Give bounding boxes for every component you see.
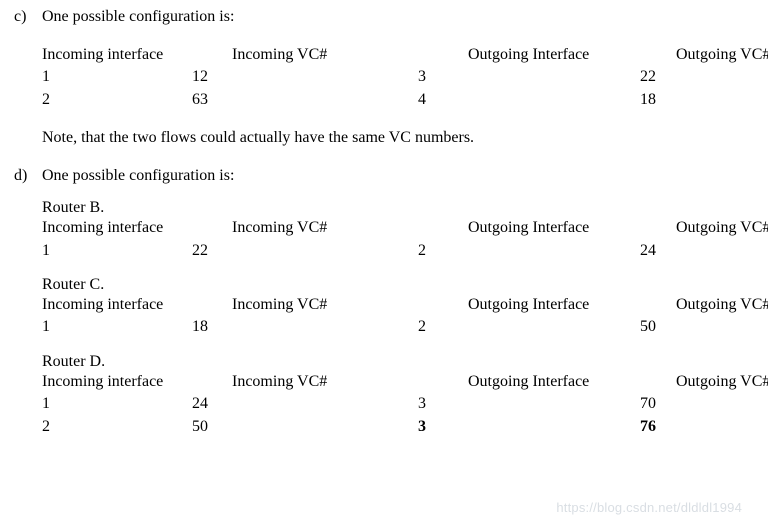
header-outgoing-interface: Outgoing Interface xyxy=(468,217,628,239)
table-row: 2 50 3 76 xyxy=(42,416,768,438)
cell-out-vc: 18 xyxy=(628,89,656,111)
part-c-note: Note, that the two flows could actually … xyxy=(42,129,768,147)
cell-in-vc: 24 xyxy=(192,393,232,415)
header-incoming-vc: Incoming VC# xyxy=(232,294,402,316)
cell-in-vc: 12 xyxy=(192,66,232,88)
part-d: d) One possible configuration is: Router… xyxy=(14,167,754,438)
router-c-title: Router C. xyxy=(42,276,768,294)
cell-out-vc: 24 xyxy=(628,240,656,262)
router-d-title: Router D. xyxy=(42,353,768,371)
cell-out-if: 3 xyxy=(402,416,426,438)
cell-in-if: 1 xyxy=(42,66,192,88)
table-row: 1 18 2 50 xyxy=(42,316,768,338)
watermark-text: https://blog.csdn.net/dldldl1994 xyxy=(556,500,742,515)
cell-in-vc: 18 xyxy=(192,316,232,338)
cell-out-if: 4 xyxy=(402,89,426,111)
cell-in-if: 2 xyxy=(42,89,192,111)
table-row: 2 63 4 18 xyxy=(42,89,768,111)
header-outgoing-vc: Outgoing VC# xyxy=(676,371,768,393)
cell-out-if: 3 xyxy=(402,66,426,88)
header-incoming-interface: Incoming interface xyxy=(42,294,192,316)
table-header: Incoming interface Incoming VC# Outgoing… xyxy=(42,44,768,66)
table-row: 1 12 3 22 xyxy=(42,66,768,88)
header-outgoing-vc: Outgoing VC# xyxy=(676,294,768,316)
cell-out-if: 2 xyxy=(402,316,426,338)
part-c-intro: One possible configuration is: xyxy=(42,8,768,26)
part-d-intro: One possible configuration is: xyxy=(42,167,768,185)
header-outgoing-vc: Outgoing VC# xyxy=(676,217,768,239)
part-d-letter: d) xyxy=(14,167,42,438)
table-row: 1 24 3 70 xyxy=(42,393,768,415)
cell-in-vc: 50 xyxy=(192,416,232,438)
router-b-title: Router B. xyxy=(42,199,768,217)
header-incoming-vc: Incoming VC# xyxy=(232,217,402,239)
cell-out-vc: 50 xyxy=(628,316,656,338)
part-c-letter: c) xyxy=(14,8,42,161)
router-d: Router D. Incoming interface Incoming VC… xyxy=(42,353,768,438)
header-incoming-vc: Incoming VC# xyxy=(232,44,402,66)
header-outgoing-vc: Outgoing VC# xyxy=(676,44,768,66)
cell-in-if: 1 xyxy=(42,240,192,262)
header-outgoing-interface: Outgoing Interface xyxy=(468,371,628,393)
cell-in-if: 1 xyxy=(42,393,192,415)
header-outgoing-interface: Outgoing Interface xyxy=(468,294,628,316)
header-outgoing-interface: Outgoing Interface xyxy=(468,44,628,66)
page: c) One possible configuration is: Incomi… xyxy=(0,0,768,452)
part-c-body: One possible configuration is: Incoming … xyxy=(42,8,768,161)
header-incoming-vc: Incoming VC# xyxy=(232,371,402,393)
router-b: Router B. Incoming interface Incoming VC… xyxy=(42,199,768,262)
table-row: 1 22 2 24 xyxy=(42,240,768,262)
cell-out-vc: 76 xyxy=(628,416,656,438)
cell-out-vc: 70 xyxy=(628,393,656,415)
cell-in-vc: 22 xyxy=(192,240,232,262)
router-c: Router C. Incoming interface Incoming VC… xyxy=(42,276,768,339)
table-header: Incoming interface Incoming VC# Outgoing… xyxy=(42,217,768,239)
part-d-body: One possible configuration is: Router B.… xyxy=(42,167,768,438)
header-incoming-interface: Incoming interface xyxy=(42,217,192,239)
cell-in-if: 2 xyxy=(42,416,192,438)
cell-out-vc: 22 xyxy=(628,66,656,88)
header-incoming-interface: Incoming interface xyxy=(42,371,192,393)
part-c-table: Incoming interface Incoming VC# Outgoing… xyxy=(42,44,768,111)
table-header: Incoming interface Incoming VC# Outgoing… xyxy=(42,371,768,393)
cell-out-if: 2 xyxy=(402,240,426,262)
cell-in-vc: 63 xyxy=(192,89,232,111)
table-header: Incoming interface Incoming VC# Outgoing… xyxy=(42,294,768,316)
cell-in-if: 1 xyxy=(42,316,192,338)
part-c: c) One possible configuration is: Incomi… xyxy=(14,8,754,161)
cell-out-if: 3 xyxy=(402,393,426,415)
header-incoming-interface: Incoming interface xyxy=(42,44,192,66)
